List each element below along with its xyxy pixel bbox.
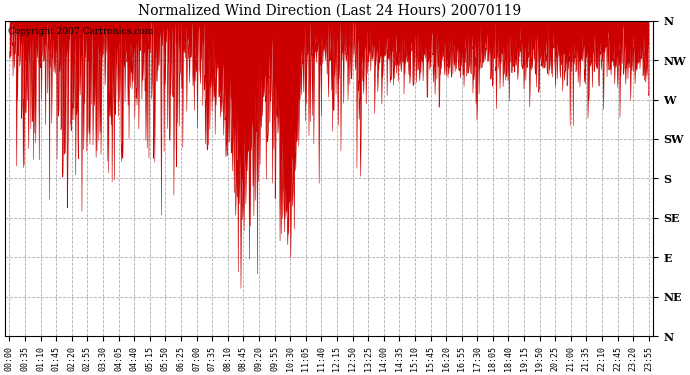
Title: Normalized Wind Direction (Last 24 Hours) 20070119: Normalized Wind Direction (Last 24 Hours… bbox=[137, 4, 521, 18]
Text: Copyright 2007 Cartronics.com: Copyright 2007 Cartronics.com bbox=[8, 27, 153, 36]
